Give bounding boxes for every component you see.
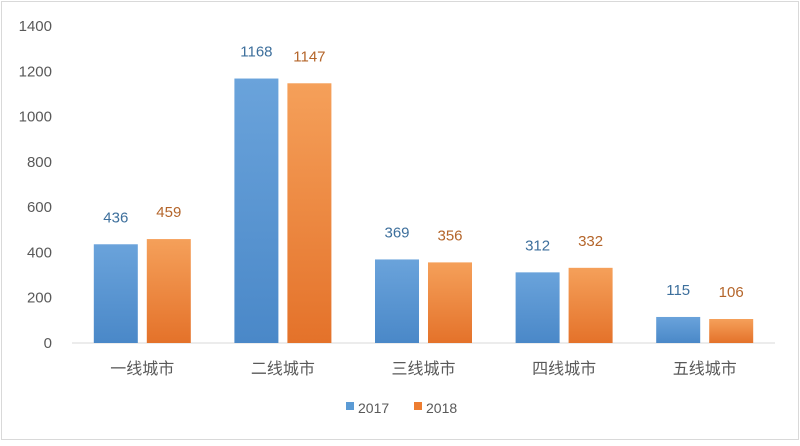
y-tick-label-600: 600 [27,199,52,216]
legend-label-2018: 2018 [426,400,457,416]
data-label-2018-cat-1: 459 [156,204,181,221]
data-label-2017-cat-4: 312 [525,237,550,254]
bar-2018-cat-2 [287,83,332,343]
y-tick-label-1000: 1000 [19,109,52,126]
x-category-label-3: 三线城市 [391,360,455,378]
bars [93,78,754,343]
bar-2018-cat-3 [428,262,472,343]
bar-2017-cat-3 [375,259,419,343]
bar-2017-cat-4 [515,272,560,343]
data-label-2018-cat-3: 356 [437,227,462,244]
data-label-2018-cat-2: 1147 [293,48,325,65]
data-label-2017-cat-3: 369 [384,224,409,241]
x-category-label-2: 二线城市 [251,360,315,378]
data-label-2018-cat-5: 106 [719,284,744,301]
x-category-label-5: 五线城市 [673,360,737,378]
legend-swatch-2018 [414,402,422,410]
bar-2017-cat-1 [93,244,138,343]
data-label-2017-cat-5: 115 [666,282,690,299]
y-tick-label-400: 400 [27,244,52,261]
bar-2017-cat-2 [234,78,279,343]
x-category-label-4: 四线城市 [532,360,596,378]
data-label-2017-cat-1: 436 [103,209,128,226]
x-category-label-1: 一线城市 [110,360,174,378]
x-axis-category-labels: 一线城市 二线城市 三线城市 四线城市 五线城市 [110,360,736,378]
legend-swatch-2017 [346,402,354,410]
data-label-2017-cat-2: 1168 [240,44,272,61]
bar-2017-cat-5 [656,316,701,343]
y-tick-label-1200: 1200 [19,63,52,80]
data-labels: 436 459 1168 1147 369 356 312 332 115 106 [103,44,743,301]
y-tick-label-800: 800 [27,154,52,171]
y-tick-label-1400: 1400 [19,18,52,35]
bar-2018-cat-1 [146,239,191,343]
bar-2018-cat-4 [568,267,613,343]
data-label-2018-cat-4: 332 [578,233,603,250]
legend: 2017 2018 [346,400,457,416]
bar-2018-cat-5 [709,318,754,343]
legend-label-2017: 2017 [358,400,389,416]
y-tick-label-0: 0 [44,335,52,352]
y-tick-label-200: 200 [27,290,52,307]
y-axis-tick-labels: 0 200 400 600 800 1000 1200 1400 [19,18,52,352]
